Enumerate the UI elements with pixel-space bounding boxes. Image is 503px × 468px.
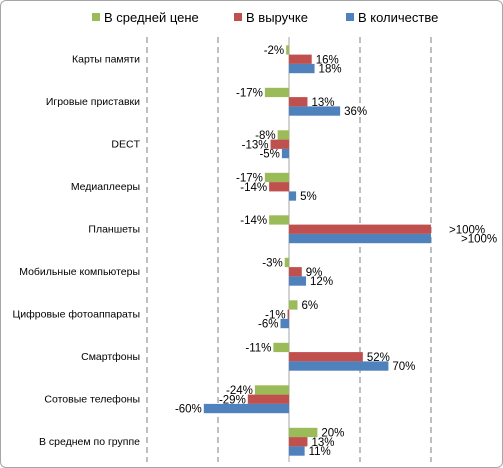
bar [284,257,289,268]
legend-swatch [234,13,242,21]
data-label: -11% [245,342,271,354]
data-label: >100% [449,224,485,236]
data-label: 12% [310,276,333,288]
bar [289,276,307,286]
bars [203,45,431,456]
category-label: Карты памяти [72,53,140,65]
data-label: -14% [240,215,267,227]
data-label: 13% [311,97,334,109]
bar [277,130,289,140]
legend-label: В количестве [358,10,438,25]
data-label: -6% [258,319,278,331]
data-label: -17% [236,172,263,184]
category-label: Медиаплееры [71,181,140,193]
data-labels: -2%16%18%-17%13%36%-8%-13%-5%-17%-14%5%-… [175,45,497,458]
legend-label: В выручке [246,10,308,25]
data-label: -29% [219,394,246,406]
bar [289,300,298,310]
bar [289,446,305,456]
bar [273,342,289,353]
category-label: Сотовые телефоны [44,393,140,405]
category-label: Игровые приставки [46,96,140,108]
bar [264,172,289,183]
category-label: DECT [111,138,140,150]
data-label: >100% [461,234,497,246]
bar [289,224,431,234]
legend-label: В средней цене [104,10,199,25]
bar [270,139,289,149]
data-label: -24% [226,385,253,397]
legend-swatch [346,13,354,21]
data-label: -3% [262,257,282,269]
bar [289,427,318,438]
category-labels: Карты памяти Игровые приставки DECT Медиапл… [13,53,141,448]
category-label: Мобильные компьютеры [19,266,140,278]
bar [287,309,289,319]
bar [289,437,308,447]
data-label: 5% [300,191,317,203]
data-label: 18% [319,64,342,76]
category-label: Планшеты [88,223,140,235]
data-label: 36% [344,106,367,118]
data-label: -14% [240,182,267,194]
category-label: Цифровые фотоаппараты [13,308,140,320]
bar [289,54,312,64]
data-label: 9% [306,267,323,279]
bar [264,87,289,98]
data-label: -1% [265,309,285,321]
bar [269,215,289,225]
data-label: 20% [321,427,344,439]
data-label: -5% [259,149,279,161]
bar [247,394,289,404]
bar [289,361,389,371]
data-label: 52% [367,352,390,364]
data-label: -60% [175,404,202,416]
bar [289,191,297,201]
data-label: 70% [392,361,415,373]
bar [289,352,363,362]
data-label: 16% [316,54,339,66]
data-label: 6% [302,300,319,312]
bar [281,148,289,159]
bar [203,403,289,414]
data-label: 11% [309,446,331,458]
bar [280,318,289,329]
bar [289,106,341,116]
category-label: В среднем по группе [39,436,140,448]
data-label: -17% [236,87,263,99]
data-label: -8% [255,130,275,142]
bar [289,63,315,74]
data-label: -13% [242,139,269,151]
data-label: 13% [311,437,334,449]
category-label: Смартфоны [81,351,140,363]
legend: В средней цене В выручке В количестве [92,10,438,25]
legend-swatch [92,13,100,21]
bar [254,385,289,395]
bar [269,182,289,192]
bar [289,233,431,244]
bar [286,45,289,55]
bar [289,267,302,277]
data-label: -2% [264,45,284,57]
bar [289,97,308,107]
